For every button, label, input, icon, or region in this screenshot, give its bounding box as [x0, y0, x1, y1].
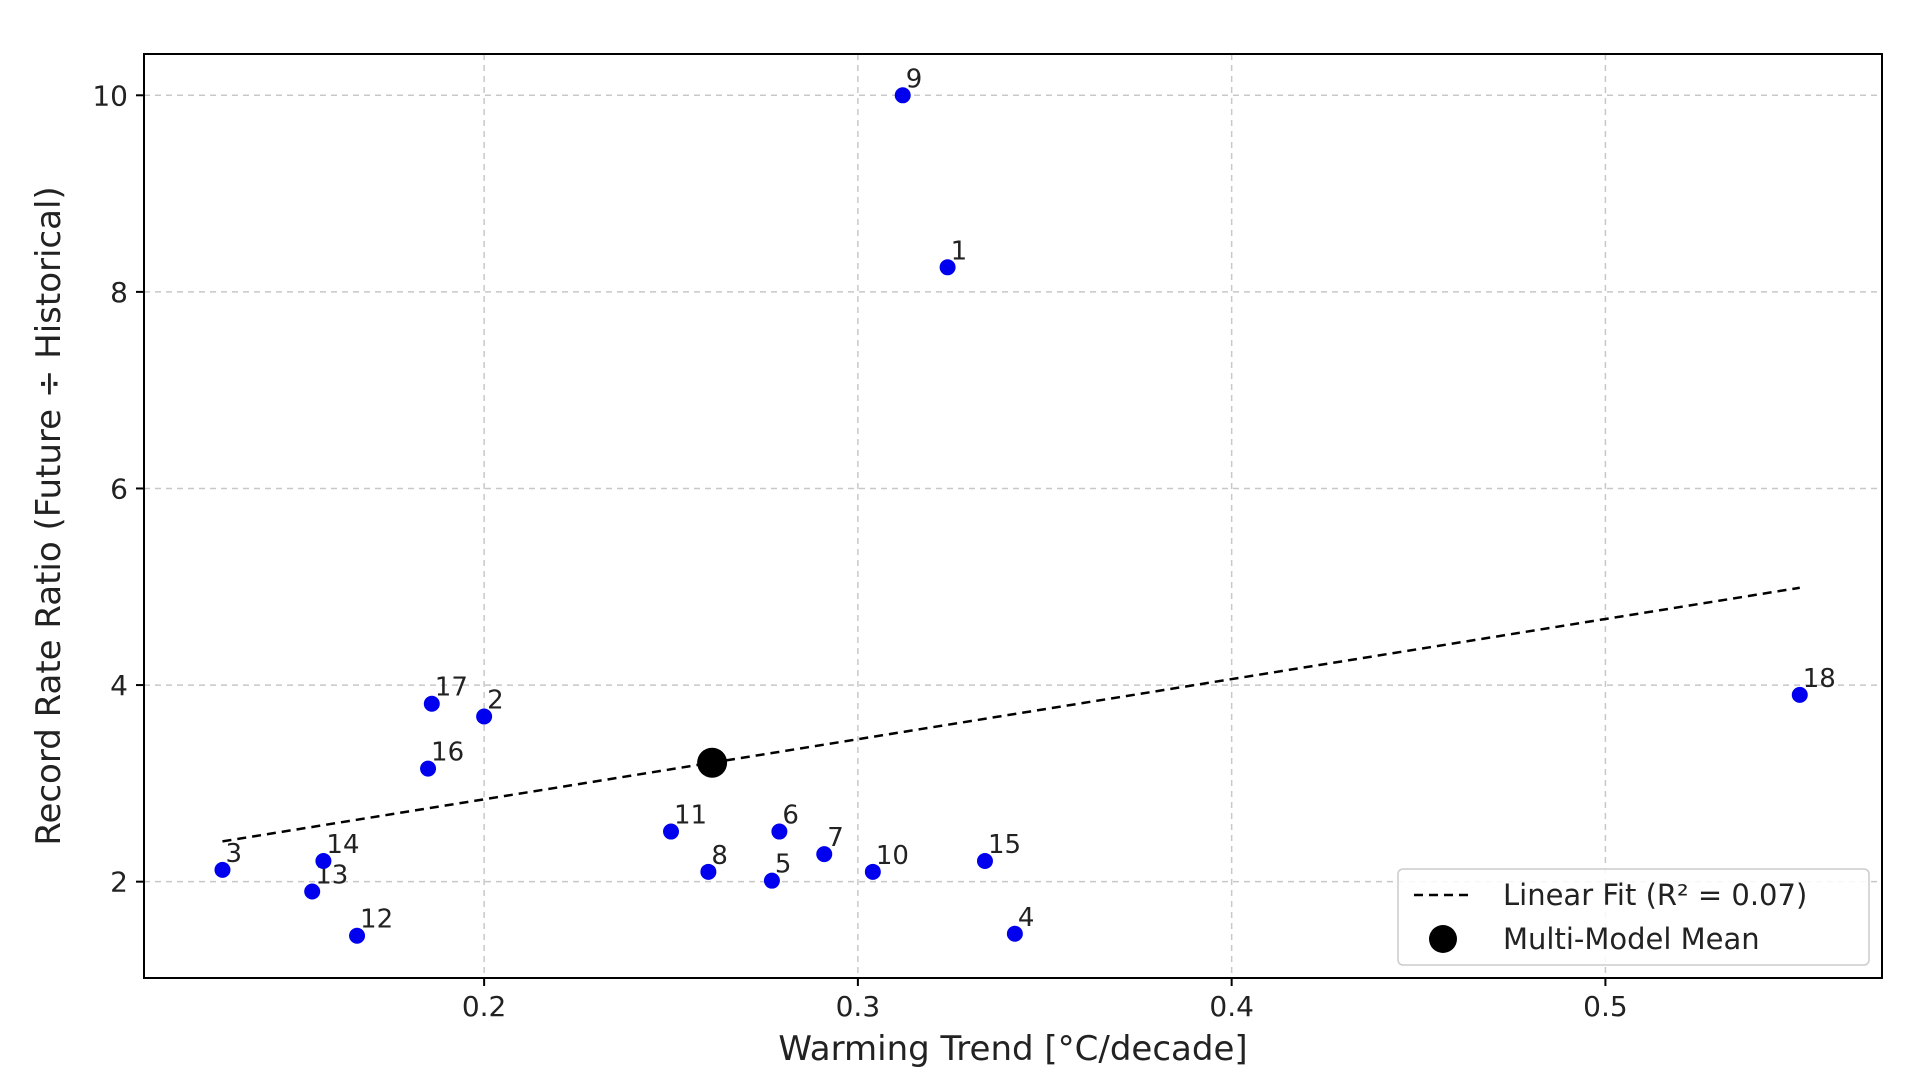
legend: Linear Fit (R² = 0.07) Multi-Model Mean — [1397, 868, 1870, 966]
x-tick-label: 0.4 — [1209, 990, 1254, 1023]
data-point — [864, 863, 881, 880]
data-point — [349, 927, 366, 944]
data-point — [816, 846, 833, 863]
point-label: 16 — [431, 738, 464, 768]
y-tick-label: 4 — [110, 669, 128, 702]
linear-fit-line — [222, 586, 1800, 843]
point-label: 15 — [988, 830, 1021, 860]
data-point — [315, 853, 332, 870]
axis-ticks: 0.2 0.3 0.4 0.5 2 4 6 8 10 — [92, 79, 1627, 1023]
fit-layer — [222, 586, 1800, 843]
data-point — [771, 823, 788, 840]
data-point — [700, 863, 717, 880]
y-tick-label: 10 — [92, 79, 128, 112]
data-point — [976, 853, 993, 870]
data-point — [1791, 686, 1808, 703]
point-label: 5 — [775, 850, 792, 880]
point-label: 11 — [674, 801, 707, 831]
data-point — [423, 695, 440, 712]
data-point — [894, 87, 911, 104]
data-point — [304, 883, 321, 900]
x-tick-label: 0.5 — [1583, 990, 1628, 1023]
point-label: 6 — [782, 801, 799, 831]
point-label: 3 — [225, 839, 242, 869]
data-point — [214, 861, 231, 878]
y-tick-label: 8 — [110, 276, 128, 309]
legend-box — [1397, 868, 1870, 966]
data-point — [476, 708, 493, 725]
point-label: 7 — [827, 823, 844, 853]
data-point — [663, 823, 680, 840]
point-label: 1 — [951, 236, 968, 266]
grid — [144, 54, 1882, 978]
legend-fit-label: Linear Fit (R² = 0.07) — [1503, 878, 1807, 912]
point-label: 17 — [435, 673, 468, 703]
legend-mean-swatch — [1429, 925, 1457, 953]
plot-frame — [143, 53, 1883, 979]
point-label: 12 — [360, 905, 393, 935]
point-label: 4 — [1018, 903, 1035, 933]
legend-mean-label: Multi-Model Mean — [1503, 922, 1760, 956]
y-axis-label: Record Rate Ratio (Future ÷ Historical) — [29, 186, 69, 845]
point-label: 18 — [1803, 664, 1836, 694]
x-tick-label: 0.3 — [836, 990, 881, 1023]
data-point — [939, 259, 956, 276]
data-point — [1006, 925, 1023, 942]
point-label: 10 — [876, 841, 909, 871]
data-point — [763, 872, 780, 889]
point-label: 2 — [487, 686, 504, 716]
point-label: 9 — [906, 64, 923, 94]
point-label: 8 — [711, 841, 728, 871]
point-label: 14 — [326, 830, 359, 860]
y-tick-label: 6 — [110, 472, 128, 505]
x-tick-label: 0.2 — [462, 990, 507, 1023]
data-point — [420, 760, 437, 777]
multi-model-mean-point — [697, 747, 728, 778]
x-axis-label: Warming Trend [°C/decade] — [778, 1029, 1247, 1069]
y-tick-label: 2 — [110, 866, 128, 899]
